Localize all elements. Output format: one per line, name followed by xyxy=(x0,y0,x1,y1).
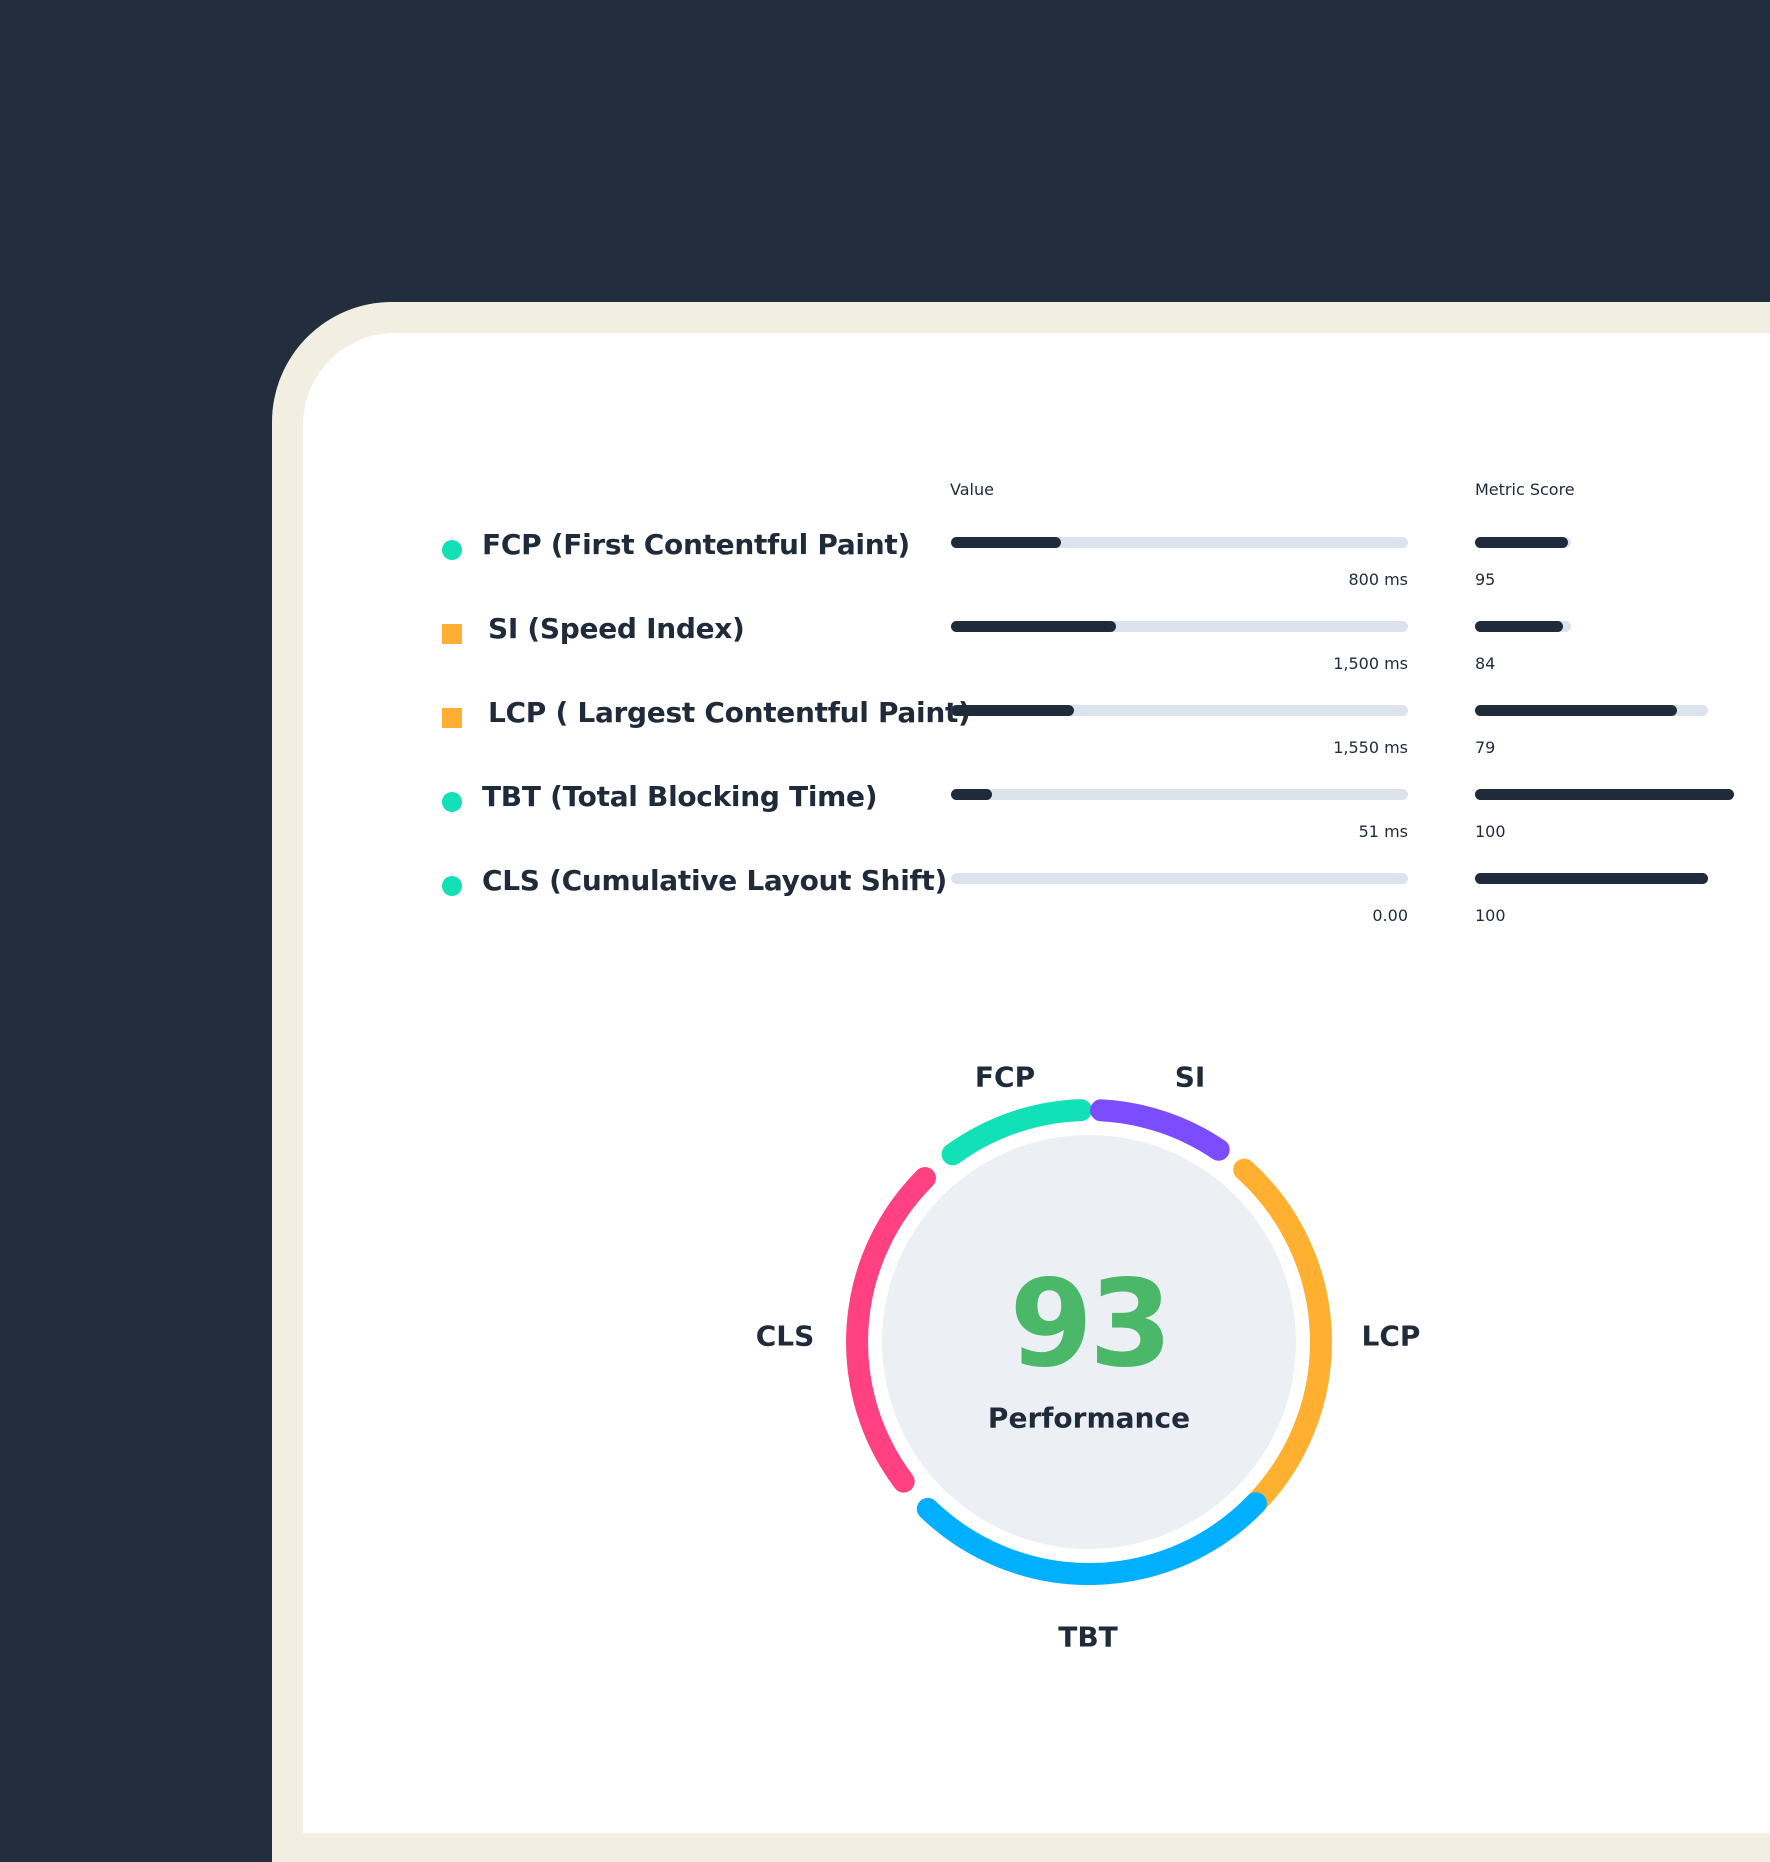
value-bar-track xyxy=(951,873,1408,884)
status-square-icon xyxy=(442,708,462,728)
score-bar-fill xyxy=(1475,621,1563,632)
metric-label: CLS (Cumulative Layout Shift) xyxy=(482,864,947,897)
metric-row-cls: CLS (Cumulative Layout Shift) 0.00 100 xyxy=(0,864,1770,948)
score-bar-track xyxy=(1475,621,1571,632)
value-bar-fill xyxy=(951,789,992,800)
value-bar-track xyxy=(951,621,1408,632)
metric-value: 1,500 ms xyxy=(1333,654,1408,673)
status-dot-icon xyxy=(442,876,462,896)
metric-label: TBT (Total Blocking Time) xyxy=(482,780,878,813)
metric-score: 95 xyxy=(1475,570,1496,589)
score-bar-track xyxy=(1475,705,1708,716)
metric-score: 100 xyxy=(1475,822,1506,841)
metric-label: FCP (First Contentful Paint) xyxy=(482,528,910,561)
score-bar-fill xyxy=(1475,789,1734,800)
value-column-header: Value xyxy=(950,480,994,499)
value-bar-fill xyxy=(951,705,1074,716)
value-bar-track xyxy=(951,705,1408,716)
metric-value: 0.00 xyxy=(1372,906,1408,925)
metric-score: 100 xyxy=(1475,906,1506,925)
score-bar-track xyxy=(1475,537,1571,548)
score-bar-fill xyxy=(1475,537,1568,548)
metric-value: 51 ms xyxy=(1358,822,1408,841)
score-bar-fill xyxy=(1475,705,1677,716)
status-dot-icon xyxy=(442,540,462,560)
value-bar-track xyxy=(951,789,1408,800)
metric-row-fcp: FCP (First Contentful Paint) 800 ms 95 xyxy=(0,528,1770,612)
score-bar-fill xyxy=(1475,873,1708,884)
metric-label: LCP ( Largest Contentful Paint) xyxy=(488,696,971,729)
score-column-header: Metric Score xyxy=(1475,480,1575,499)
metric-row-tbt: TBT (Total Blocking Time) 51 ms 100 xyxy=(0,780,1770,864)
value-bar-fill xyxy=(951,621,1116,632)
metric-score: 84 xyxy=(1475,654,1496,673)
status-square-icon xyxy=(442,624,462,644)
value-bar-fill xyxy=(951,537,1061,548)
metric-score: 79 xyxy=(1475,738,1496,757)
status-dot-icon xyxy=(442,792,462,812)
metric-label: SI (Speed Index) xyxy=(488,612,745,645)
metric-row-lcp: LCP ( Largest Contentful Paint) 1,550 ms 7… xyxy=(0,696,1770,780)
metric-value: 800 ms xyxy=(1348,570,1408,589)
score-bar-track xyxy=(1475,789,1734,800)
value-bar-track xyxy=(951,537,1408,548)
score-bar-track xyxy=(1475,873,1708,884)
metric-value: 1,550 ms xyxy=(1333,738,1408,757)
metric-row-si: SI (Speed Index) 1,500 ms 84 xyxy=(0,612,1770,696)
